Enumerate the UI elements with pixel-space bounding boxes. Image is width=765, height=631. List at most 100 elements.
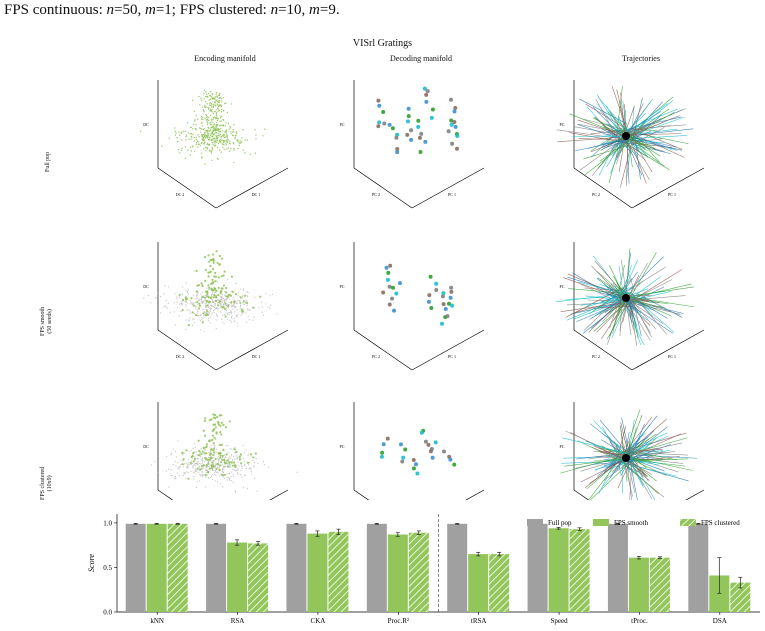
encoding-background-point xyxy=(239,288,241,290)
encoding-point xyxy=(207,143,210,146)
encoding-point xyxy=(226,459,229,462)
decoding-point xyxy=(409,128,414,133)
trajectory-line xyxy=(627,433,681,459)
encoding-background-point xyxy=(217,302,219,304)
encoding-background-point xyxy=(236,457,239,459)
decoding-point xyxy=(413,462,418,467)
encoding-background-point xyxy=(222,486,224,488)
trajectory-line xyxy=(629,138,663,143)
encoding-point xyxy=(204,279,207,282)
decoding-point xyxy=(433,440,438,445)
encoding-point xyxy=(223,148,225,151)
encoding-point xyxy=(203,98,205,100)
trajectory-line xyxy=(623,300,680,315)
encoding-background-point xyxy=(229,448,231,450)
encoding-point xyxy=(200,452,203,455)
encoding-point xyxy=(230,147,232,150)
bar-fps-clustered xyxy=(730,582,751,612)
encoding-background-point xyxy=(192,302,194,304)
trajectory-center-point xyxy=(622,454,630,462)
encoding-background-point xyxy=(216,309,219,311)
encoding-point xyxy=(181,299,185,302)
decoding-point xyxy=(441,449,446,454)
encoding-point xyxy=(200,99,203,102)
encoding-background-point xyxy=(215,451,218,453)
encoding-point xyxy=(181,463,184,466)
encoding-point xyxy=(249,153,251,156)
decoding-point xyxy=(418,149,423,154)
encoding-point xyxy=(201,125,204,127)
encoding-background-point xyxy=(244,301,246,304)
decoding-point xyxy=(380,450,385,455)
encoding-background-point xyxy=(165,299,168,302)
encoding-point xyxy=(217,286,220,289)
decoding-point xyxy=(381,109,386,114)
trajectory-line xyxy=(592,306,633,309)
trajectory-line xyxy=(602,463,627,482)
encoding-point xyxy=(209,94,211,97)
encoding-background-point xyxy=(198,480,200,482)
trajectory-line xyxy=(619,460,635,473)
encoding-point xyxy=(200,128,203,131)
encoding-background-point xyxy=(246,308,248,310)
encoding-background-point xyxy=(173,311,175,313)
encoding-point xyxy=(244,139,247,141)
encoding-background-point xyxy=(243,464,246,467)
encoding-background-point xyxy=(187,293,190,295)
encoding-point xyxy=(224,125,227,127)
encoding-background-point xyxy=(165,470,168,472)
encoding-point xyxy=(215,137,218,139)
encoding-point xyxy=(214,142,216,144)
trajectory-line xyxy=(625,301,674,334)
encoding-point xyxy=(199,468,202,471)
encoding-background-point xyxy=(222,297,225,299)
encoding-point xyxy=(209,139,211,141)
encoding-background-point xyxy=(231,305,233,308)
encoding-background-point xyxy=(214,304,216,306)
axis-label-y: PC 1 xyxy=(668,354,676,359)
encoding-background-point xyxy=(204,486,206,488)
trajectory-line xyxy=(620,451,688,456)
encoding-point xyxy=(219,141,222,143)
encoding-background-point xyxy=(233,475,235,478)
encoding-point xyxy=(194,119,196,121)
encoding-background-point xyxy=(229,305,231,307)
encoding-point xyxy=(214,275,218,278)
decoding-point xyxy=(423,439,428,444)
encoding-background-point xyxy=(237,325,239,327)
encoding-point xyxy=(215,139,217,141)
encoding-point xyxy=(211,93,213,95)
encoding-point xyxy=(204,95,207,98)
trajectory-line xyxy=(619,298,648,321)
legend-label-fps-clustered: FPS clustered xyxy=(701,519,740,527)
encoding-background-point xyxy=(242,444,244,447)
encoding-background-point xyxy=(154,297,157,299)
encoding-point xyxy=(211,106,213,108)
trajectory-line xyxy=(636,286,694,296)
encoding-point xyxy=(193,110,196,113)
encoding-point xyxy=(215,289,218,293)
encoding-point xyxy=(203,255,207,259)
trajectory-line xyxy=(592,135,624,176)
encoding-point xyxy=(206,310,209,313)
encoding-point xyxy=(211,147,214,149)
encoding-background-point xyxy=(157,472,159,474)
encoding-background-point xyxy=(229,464,231,466)
axis-label-y: PC 1 xyxy=(668,192,676,197)
decoding-point xyxy=(387,122,392,127)
encoding-background-point xyxy=(235,306,237,308)
encoding-point xyxy=(220,414,223,417)
trajectory-line xyxy=(625,452,632,500)
encoding-point xyxy=(222,125,224,127)
encoding-background-point xyxy=(236,309,238,311)
bar-fps-smooth xyxy=(146,523,167,612)
encoding-background-point xyxy=(226,312,228,314)
encoding-point xyxy=(207,132,210,135)
encoding-point xyxy=(224,315,227,318)
trajectory-line xyxy=(608,137,626,143)
decoding-point xyxy=(449,118,454,123)
trajectory-line xyxy=(617,426,627,459)
encoding-point xyxy=(201,135,203,137)
encoding-background-point xyxy=(217,459,219,461)
